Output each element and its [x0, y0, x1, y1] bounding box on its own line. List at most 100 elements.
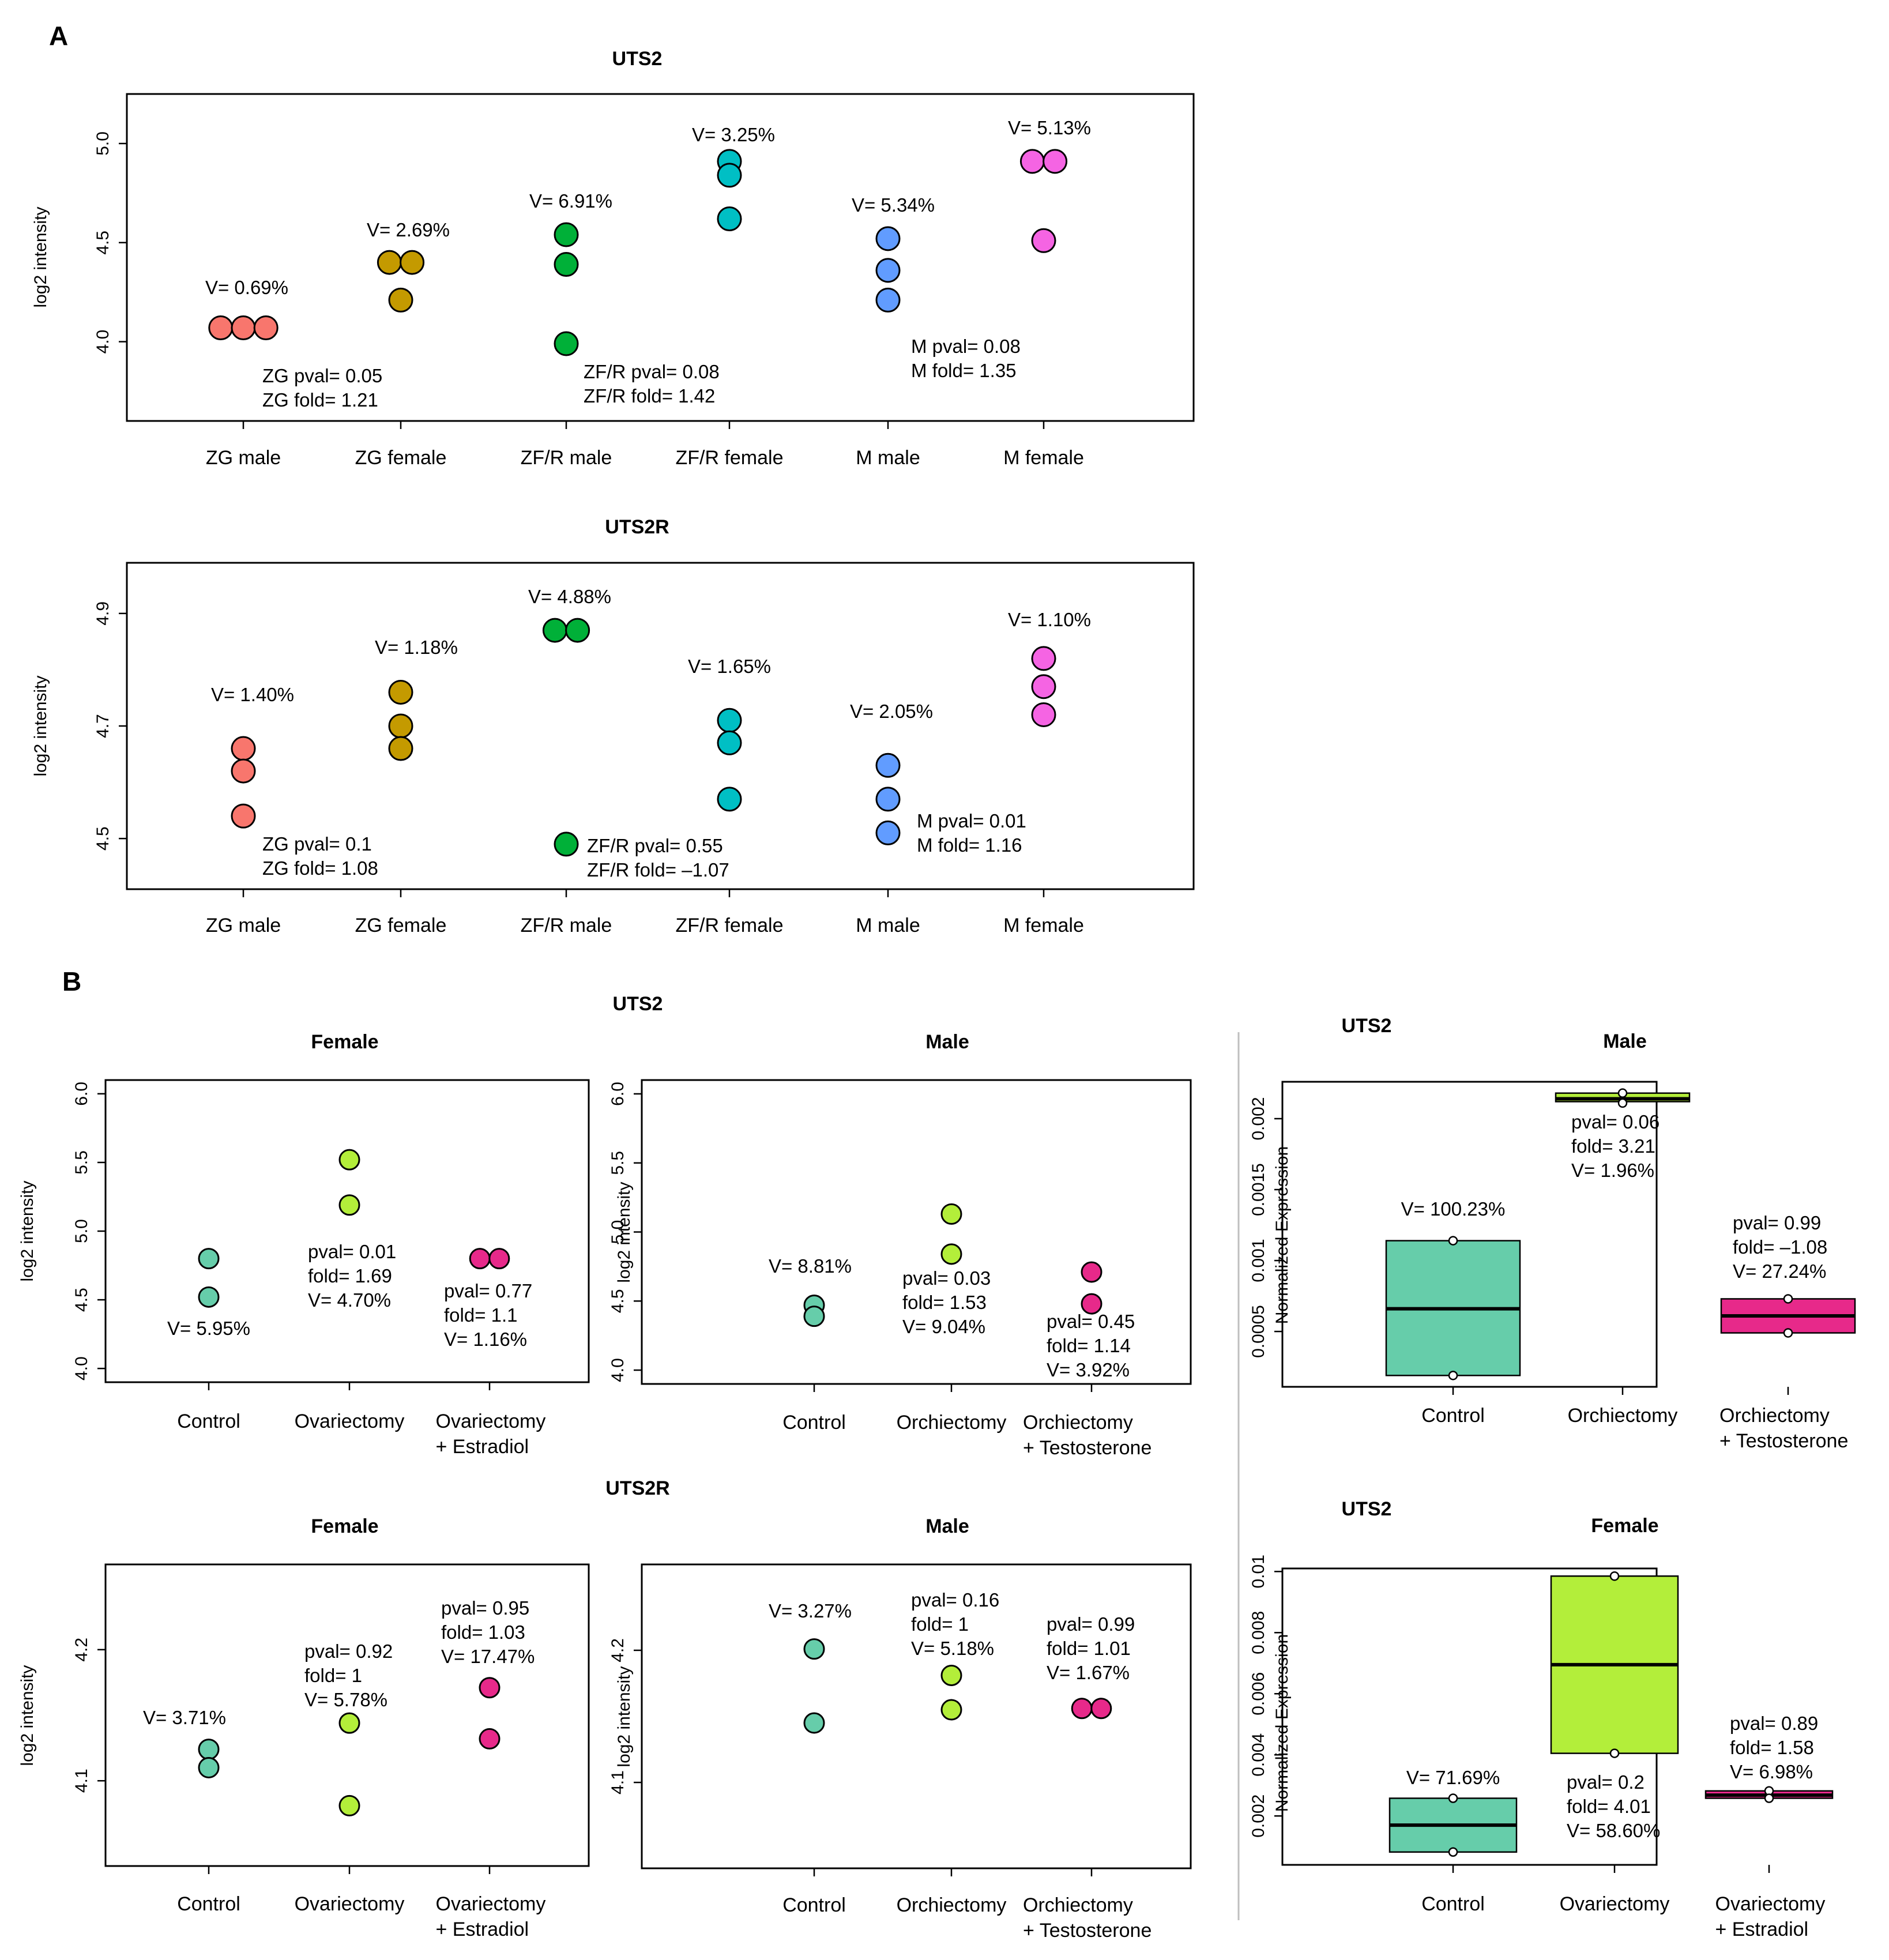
y-tick-label: 5.0 — [608, 1220, 627, 1244]
annotation-label: fold= 1.14 — [1047, 1335, 1131, 1356]
annotation-label: ZF/R fold= –1.07 — [587, 859, 729, 881]
annotation-label: ZG fold= 1.08 — [262, 857, 378, 879]
y-axis-label: Normalized Expression — [1273, 1634, 1292, 1812]
data-point — [338, 1149, 360, 1171]
data-point — [803, 1638, 825, 1660]
x-tick-label: Control — [177, 1893, 240, 1915]
data-point — [208, 315, 234, 340]
chart-title: UTS2 — [612, 48, 663, 70]
annotation-label: M pval= 0.01 — [917, 810, 1026, 832]
data-point — [253, 315, 279, 340]
chart-b3: Female 4.1 4.2 log2 intensity Control Ovariec… — [18, 1515, 590, 1940]
data-point — [1031, 702, 1056, 727]
y-axis-label: log2 intensity — [615, 1666, 634, 1767]
data-point — [717, 730, 742, 755]
x-tick-label: Ovariectomy — [1560, 1893, 1670, 1915]
annotation-label: V= 1.16% — [444, 1329, 527, 1350]
y-tick-label: 0.0015 — [1249, 1163, 1268, 1216]
annotation-label: pval= 0.77 — [444, 1280, 532, 1301]
annotation-label: V= 3.92% — [1047, 1359, 1130, 1380]
x-tick-label: Control — [1421, 1893, 1485, 1915]
x-tick-label: Orchiectomy — [897, 1894, 1007, 1916]
chart-gene-label: UTS2 — [1342, 1498, 1392, 1520]
data-point — [400, 250, 425, 275]
annotation-label: V= 9.04% — [902, 1316, 985, 1337]
data-point — [1090, 1698, 1112, 1720]
y-tick-label: 0.008 — [1249, 1611, 1268, 1654]
chart-title: Female — [311, 1515, 378, 1537]
data-point — [338, 1712, 360, 1734]
data-point — [1043, 149, 1068, 174]
chart-c2: Female UTS2 0.002 0.004 0.006 0.008 0.01 Normal… — [1249, 1498, 1834, 1940]
annotation-label: fold= 1.1 — [444, 1304, 518, 1326]
x-tick-label: M female — [1003, 915, 1084, 936]
x-tick-label: Control — [1421, 1405, 1485, 1427]
annotation-label: pval= 0.95 — [441, 1597, 529, 1619]
section-title-b-uts2: UTS2 — [613, 993, 663, 1015]
data-point — [940, 1203, 962, 1225]
x-tick-label: + Testosterone — [1719, 1430, 1848, 1452]
x-tick-label: ZF/R female — [675, 915, 783, 936]
annotation-label: V= 27.24% — [1733, 1261, 1826, 1282]
section-title-b-uts2r: UTS2R — [605, 1477, 669, 1499]
data-point — [717, 787, 742, 812]
annotation-label: fold= 4.01 — [1567, 1796, 1651, 1817]
plot-frame — [126, 93, 1195, 422]
x-tick-label: Orchiectomy — [1568, 1405, 1678, 1427]
y-tick-label: 4.5 — [72, 1288, 91, 1312]
data-point — [388, 713, 413, 739]
data-point — [1081, 1293, 1102, 1315]
data-point — [554, 222, 579, 247]
y-tick-label: 5.5 — [72, 1150, 91, 1175]
chart-a1: UTS2 4.0 4.5 5.0 log2 intensity ZG male ZG fem… — [31, 48, 1195, 469]
y-axis-label: log2 intensity — [18, 1180, 37, 1281]
annotation-label: fold= 3.21 — [1571, 1135, 1655, 1157]
annotation-label: V= 1.65% — [688, 656, 771, 677]
annotation-label: pval= 0.2 — [1567, 1771, 1645, 1793]
annotation-label: ZG fold= 1.21 — [262, 389, 378, 411]
annotation-label: V= 8.81% — [769, 1255, 852, 1277]
annotation-label: V= 6.98% — [1730, 1761, 1813, 1782]
x-tick-label: Ovariectomy — [295, 1410, 405, 1432]
annotation-label: V= 58.60% — [1567, 1820, 1660, 1841]
y-tick-label: 4.2 — [608, 1638, 627, 1662]
y-tick-label: 0.002 — [1249, 1795, 1268, 1838]
y-tick-label: 0.002 — [1249, 1097, 1268, 1140]
chart-b4: Male 4.1 4.2 log2 intensity Control Orchiecto… — [608, 1515, 1192, 1942]
annotation-label: ZF/R pval= 0.08 — [584, 361, 720, 382]
y-tick-label: 4.7 — [93, 714, 112, 738]
annotation-label: fold= –1.08 — [1733, 1236, 1827, 1258]
y-tick-label: 4.0 — [93, 330, 112, 354]
annotation-label: V= 3.27% — [769, 1600, 852, 1622]
y-axis-label: log2 intensity — [18, 1665, 37, 1766]
chart-title: Female — [311, 1031, 378, 1053]
data-point — [1448, 1236, 1458, 1246]
plot-frame — [104, 1563, 590, 1867]
annotation-label: pval= 0.92 — [304, 1641, 393, 1662]
y-tick-label: 0.006 — [1249, 1672, 1268, 1716]
y-tick-label: 6.0 — [608, 1082, 627, 1106]
annotation-label: M pval= 0.08 — [911, 336, 1021, 357]
annotation-label: V= 1.67% — [1047, 1662, 1130, 1683]
data-point — [717, 708, 742, 733]
data-point — [231, 803, 256, 829]
data-point — [1448, 1371, 1458, 1380]
annotation-label: V= 3.25% — [692, 124, 775, 145]
data-point — [377, 250, 402, 275]
y-tick-label: 4.2 — [72, 1638, 91, 1662]
y-tick-label: 5.5 — [608, 1151, 627, 1175]
y-tick-label: 4.5 — [93, 826, 112, 851]
data-point — [198, 1739, 220, 1760]
annotation-label: V= 4.88% — [528, 586, 611, 607]
annotation-label: pval= 0.99 — [1047, 1613, 1135, 1635]
annotation-label: V= 5.95% — [167, 1318, 250, 1339]
data-point — [875, 258, 901, 283]
data-point — [875, 787, 901, 812]
annotation-label: pval= 0.16 — [911, 1589, 999, 1611]
annotation-label: ZG pval= 0.05 — [262, 365, 382, 386]
annotation-label: V= 2.69% — [367, 219, 450, 240]
data-point — [554, 331, 579, 356]
panel-letter-a: A — [49, 21, 68, 51]
annotation-label: V= 71.69% — [1406, 1767, 1500, 1788]
x-tick-label: M female — [1003, 447, 1084, 469]
